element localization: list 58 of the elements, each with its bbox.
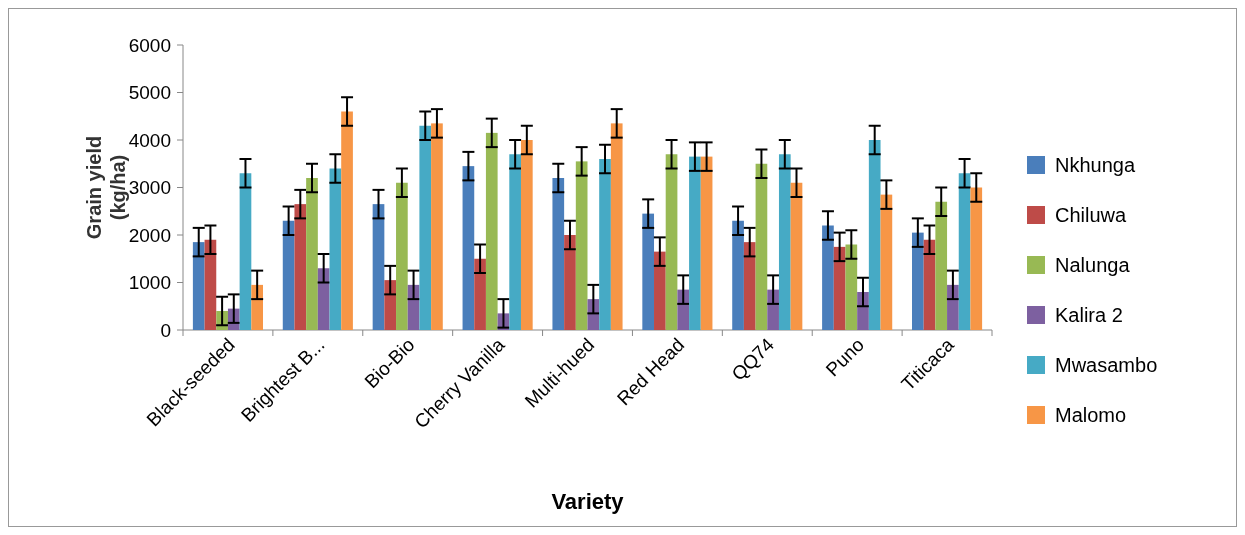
bar <box>317 268 330 330</box>
bar <box>564 235 576 330</box>
bar <box>912 232 924 330</box>
bar <box>239 173 252 330</box>
bar <box>552 178 565 330</box>
legend-label: Nkhunga <box>1055 154 1136 176</box>
bar <box>306 178 318 330</box>
bar <box>474 258 486 330</box>
legend-label: Mwasambo <box>1055 354 1158 376</box>
legend-label: Kalira 2 <box>1055 304 1123 326</box>
bar <box>329 168 342 330</box>
bar <box>575 161 588 330</box>
bar <box>743 242 756 330</box>
bar <box>654 251 666 330</box>
bar <box>845 244 858 330</box>
y-tick-label: 1000 <box>128 272 171 294</box>
bar <box>970 187 983 330</box>
bar <box>947 284 959 330</box>
bar <box>958 173 971 330</box>
bar <box>732 220 744 330</box>
bar <box>396 182 408 330</box>
bar <box>282 220 295 330</box>
y-tick-label: 3000 <box>128 177 171 199</box>
bar <box>509 154 521 330</box>
legend-label: Nalunga <box>1055 254 1131 276</box>
bar <box>665 154 678 330</box>
y-tick-label: 2000 <box>128 224 171 246</box>
bar <box>251 284 263 330</box>
bar <box>610 123 623 330</box>
bar <box>372 204 385 330</box>
bar <box>599 159 611 330</box>
x-axis-title: Variety <box>551 489 625 514</box>
bar <box>822 225 834 330</box>
bar <box>935 201 948 330</box>
bar <box>419 125 432 330</box>
bar <box>778 154 791 330</box>
y-tick-label: 6000 <box>128 34 171 56</box>
bar <box>868 140 881 330</box>
bar <box>520 140 533 330</box>
y-tick-label: 0 <box>160 319 171 341</box>
bar <box>642 213 655 330</box>
bar <box>880 194 893 330</box>
bar <box>294 204 307 330</box>
y-tick-label: 5000 <box>128 82 171 104</box>
y-axis-title: Grain yield (kg/ha) <box>83 135 129 240</box>
bar <box>755 163 768 330</box>
bar <box>462 166 475 330</box>
y-tick-label: 4000 <box>128 129 171 151</box>
bar <box>689 156 701 330</box>
bar <box>485 132 498 330</box>
bar <box>341 111 353 330</box>
bar <box>790 182 803 330</box>
legend-label: Malomo <box>1055 404 1127 426</box>
legend-label: Chiluwa <box>1055 204 1128 226</box>
bar <box>700 156 713 330</box>
bar <box>384 280 397 330</box>
bar <box>431 123 443 330</box>
bar <box>192 242 205 330</box>
